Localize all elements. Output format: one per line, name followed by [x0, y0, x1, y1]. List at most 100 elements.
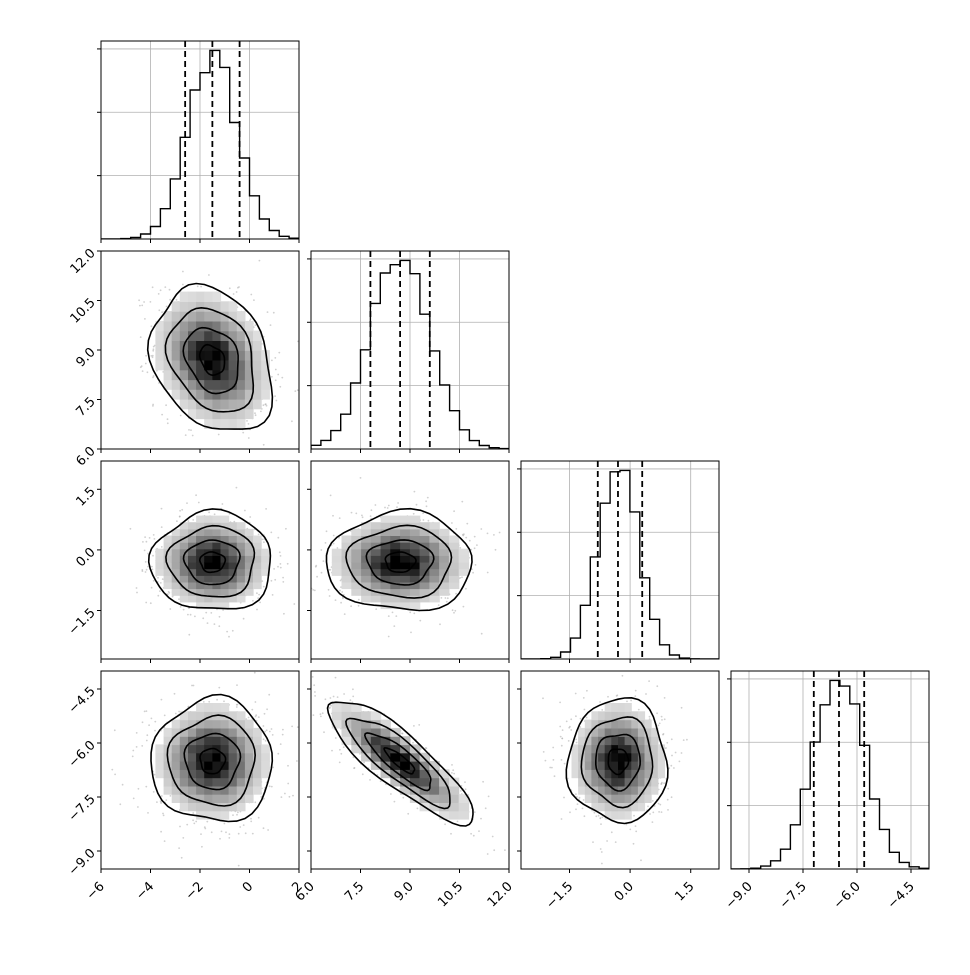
x-tick-label: −6	[84, 879, 108, 903]
x-tick-label: −2	[183, 879, 207, 903]
scatter-point	[279, 385, 282, 388]
density-cell	[244, 785, 254, 795]
scatter-point	[135, 746, 138, 748]
scatter-point	[306, 695, 308, 697]
panel-frame	[520, 670, 720, 870]
density-cell	[448, 535, 460, 543]
density-cell	[591, 794, 599, 803]
scatter-point	[160, 802, 163, 804]
scatter-point	[178, 515, 181, 518]
density-cell	[244, 727, 254, 737]
density-cell	[212, 555, 222, 563]
density-cell	[419, 522, 430, 530]
scatter-point	[304, 697, 306, 699]
density-cell	[584, 736, 592, 746]
scatter-point	[667, 809, 669, 811]
scatter-point	[250, 470, 252, 472]
scatter-point	[141, 569, 144, 571]
density-cell	[604, 727, 612, 737]
density-cells	[331, 703, 470, 820]
scatter-point	[393, 625, 396, 627]
density-cell	[220, 350, 230, 361]
scatter-point	[357, 598, 360, 601]
density-cell	[236, 359, 246, 371]
density-cell	[611, 761, 619, 770]
density-cell	[611, 703, 619, 712]
scatter-point	[451, 772, 453, 774]
scatter-point	[260, 796, 263, 798]
scatter-point	[265, 729, 268, 732]
density-cell	[220, 369, 230, 381]
scatter-point	[327, 588, 330, 591]
density-cell	[331, 548, 343, 556]
density-cell	[390, 736, 401, 746]
density-cell	[244, 340, 254, 351]
scatter-point	[161, 311, 164, 314]
density-cell	[236, 389, 246, 400]
density-cell	[331, 719, 343, 729]
density-cell	[261, 379, 270, 390]
panel-frame	[310, 460, 510, 660]
density-cell	[188, 340, 197, 351]
density-cell	[598, 777, 606, 787]
density-cell	[380, 548, 391, 556]
scatter-point	[151, 356, 154, 359]
scatter-point	[165, 305, 168, 308]
scatter-point	[150, 355, 153, 357]
scatter-point	[221, 503, 224, 505]
scatter-point	[145, 568, 148, 571]
density-cell	[196, 408, 205, 420]
scatter-point	[307, 691, 309, 693]
density-cell	[204, 752, 213, 762]
scatter-point	[188, 633, 191, 636]
density-cell	[244, 777, 254, 787]
scatter-point	[464, 781, 466, 783]
density-cell	[188, 744, 197, 754]
density-cell	[188, 802, 197, 812]
contour-line	[147, 508, 272, 610]
scatter-point	[191, 434, 194, 437]
density-cell	[196, 330, 205, 341]
scatter-point	[247, 716, 250, 719]
scatter-point	[244, 509, 246, 512]
scatter-point	[254, 414, 257, 417]
scatter-point	[486, 853, 489, 855]
contour-line	[198, 551, 227, 574]
scatter-point	[163, 714, 166, 717]
density-cell	[618, 703, 626, 712]
scatter-point	[144, 561, 147, 563]
density-cell	[212, 568, 222, 576]
scatter-point	[332, 695, 335, 698]
density-cell	[155, 555, 165, 563]
scatter-point	[142, 541, 144, 543]
scatter-point	[332, 542, 335, 545]
density-cell	[163, 548, 173, 556]
density-cell	[448, 548, 460, 556]
density-cell	[204, 389, 213, 400]
scatter-point	[264, 730, 266, 733]
scatter-point	[599, 848, 602, 850]
panel-3-3: −9.0 −7.5 −6.0 −4.5	[723, 670, 930, 912]
density-cell	[236, 535, 246, 543]
scatter-point	[277, 752, 280, 755]
scatter-point	[461, 576, 463, 579]
density-cell	[341, 542, 352, 550]
scatter-point	[658, 722, 661, 725]
density-cell	[429, 542, 440, 550]
scatter-point	[152, 579, 155, 582]
density-cell	[380, 761, 391, 770]
scatter-point	[607, 695, 609, 698]
scatter-point	[294, 390, 297, 392]
scatter-point	[213, 623, 216, 625]
density-cell	[179, 369, 189, 381]
density-cell	[163, 542, 173, 550]
density-cell	[351, 703, 362, 712]
scatter-point	[154, 729, 156, 732]
density-cell	[584, 785, 592, 795]
density-cell	[244, 369, 254, 381]
density-cell	[171, 301, 181, 312]
x-tick-label: −1.5	[543, 879, 576, 912]
scatter-point	[666, 741, 669, 744]
density-cell	[448, 562, 460, 570]
scatter-point	[565, 720, 568, 723]
